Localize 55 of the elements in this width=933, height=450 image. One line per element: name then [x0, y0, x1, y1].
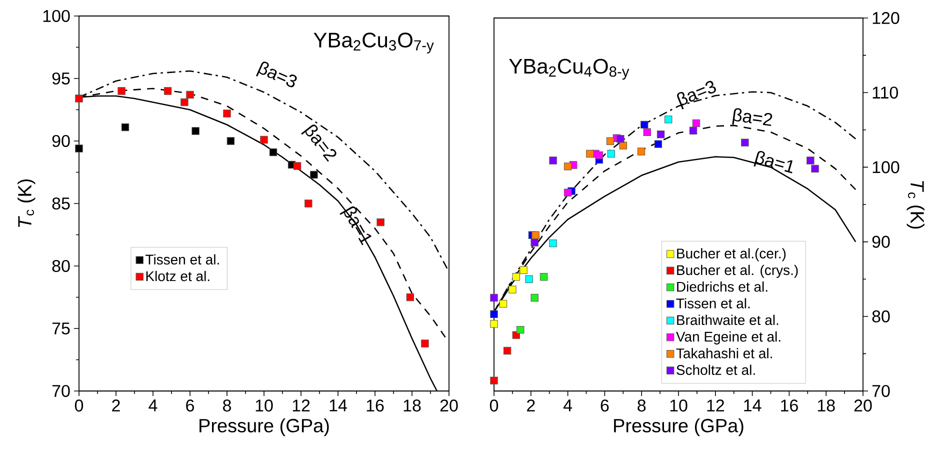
- x-tick-label: 18: [818, 400, 835, 412]
- annotation: βa=3: [677, 80, 716, 110]
- x-tick-label: 16: [366, 400, 384, 412]
- text: YBa$_{2}$Cu$_{4}$O$_{8-y}$: [509, 58, 630, 80]
- x-tick-label: 0: [490, 400, 498, 412]
- y-tick-label: 85: [52, 197, 70, 210]
- x-tick-label: 10: [670, 400, 688, 412]
- legend-label: Tissen et al.: [676, 298, 750, 308]
- x-tick-label: 0: [74, 400, 84, 412]
- x-tick-label: 10: [256, 400, 273, 412]
- y-tick-label: 80: [52, 260, 70, 272]
- y-tick-label: 90: [872, 236, 890, 248]
- y-tick-label: 100: [43, 10, 70, 22]
- legend-label: Bucher et al.(cer.): [677, 248, 786, 262]
- x-tick-label: 2: [112, 400, 120, 412]
- x-axis-title: Pressure (GPa): [614, 418, 744, 436]
- annotation: βa=1: [754, 150, 792, 174]
- legend-label: Tissen et al.: [146, 254, 219, 265]
- x-tick-label: 20: [854, 400, 872, 412]
- x-tick-label: 12: [707, 400, 724, 412]
- y-axis-title: T$_{c}$ (K): [906, 180, 924, 229]
- x-axis-title: Pressure (GPa): [200, 418, 329, 436]
- legend-label: Bucher et al. (crys.): [677, 264, 798, 278]
- legend-label: Scholtz et al.: [676, 364, 755, 375]
- x-tick-label: 14: [744, 400, 762, 412]
- x-tick-label: 6: [186, 400, 194, 412]
- y-tick-label: 95: [52, 72, 70, 85]
- y-tick-label: 90: [52, 134, 70, 148]
- legend-label: Diedrichs et al.: [677, 281, 768, 292]
- y-tick-label: 70: [52, 384, 70, 398]
- y-tick-label: 120: [872, 12, 900, 24]
- x-tick-label: 16: [781, 400, 798, 412]
- legend-label: Klotz et al.: [146, 270, 210, 282]
- x-tick-label: 20: [440, 400, 458, 412]
- y-tick-label: 110: [872, 86, 898, 99]
- annotation: βa=3: [256, 62, 297, 88]
- x-tick-label: 2: [527, 400, 535, 412]
- legend-label: Van Egeine et al.: [676, 331, 780, 344]
- y-tick-label: 100: [872, 161, 900, 174]
- x-tick-label: 4: [148, 400, 158, 412]
- x-tick-label: 14: [330, 400, 347, 412]
- x-tick-label: 8: [223, 400, 231, 412]
- y-tick-label: 80: [872, 310, 890, 322]
- y-tick-label: 75: [52, 322, 70, 334]
- legend-label: Braithwaite et al.: [677, 314, 778, 326]
- x-tick-label: 8: [638, 400, 646, 412]
- x-tick-label: 6: [600, 400, 609, 412]
- text: YBa$_{2}$Cu$_{3}$O$_{7-y}$: [314, 32, 434, 54]
- legend-label: Takahashi et al.: [676, 348, 772, 358]
- x-tick-label: 12: [292, 400, 310, 412]
- x-tick-label: 4: [563, 400, 572, 412]
- annotation: βa=2: [732, 108, 772, 126]
- x-tick-label: 18: [404, 400, 421, 412]
- y-tick-label: 70: [872, 384, 890, 398]
- y-axis-title: T$_{c}$ (K): [18, 179, 36, 228]
